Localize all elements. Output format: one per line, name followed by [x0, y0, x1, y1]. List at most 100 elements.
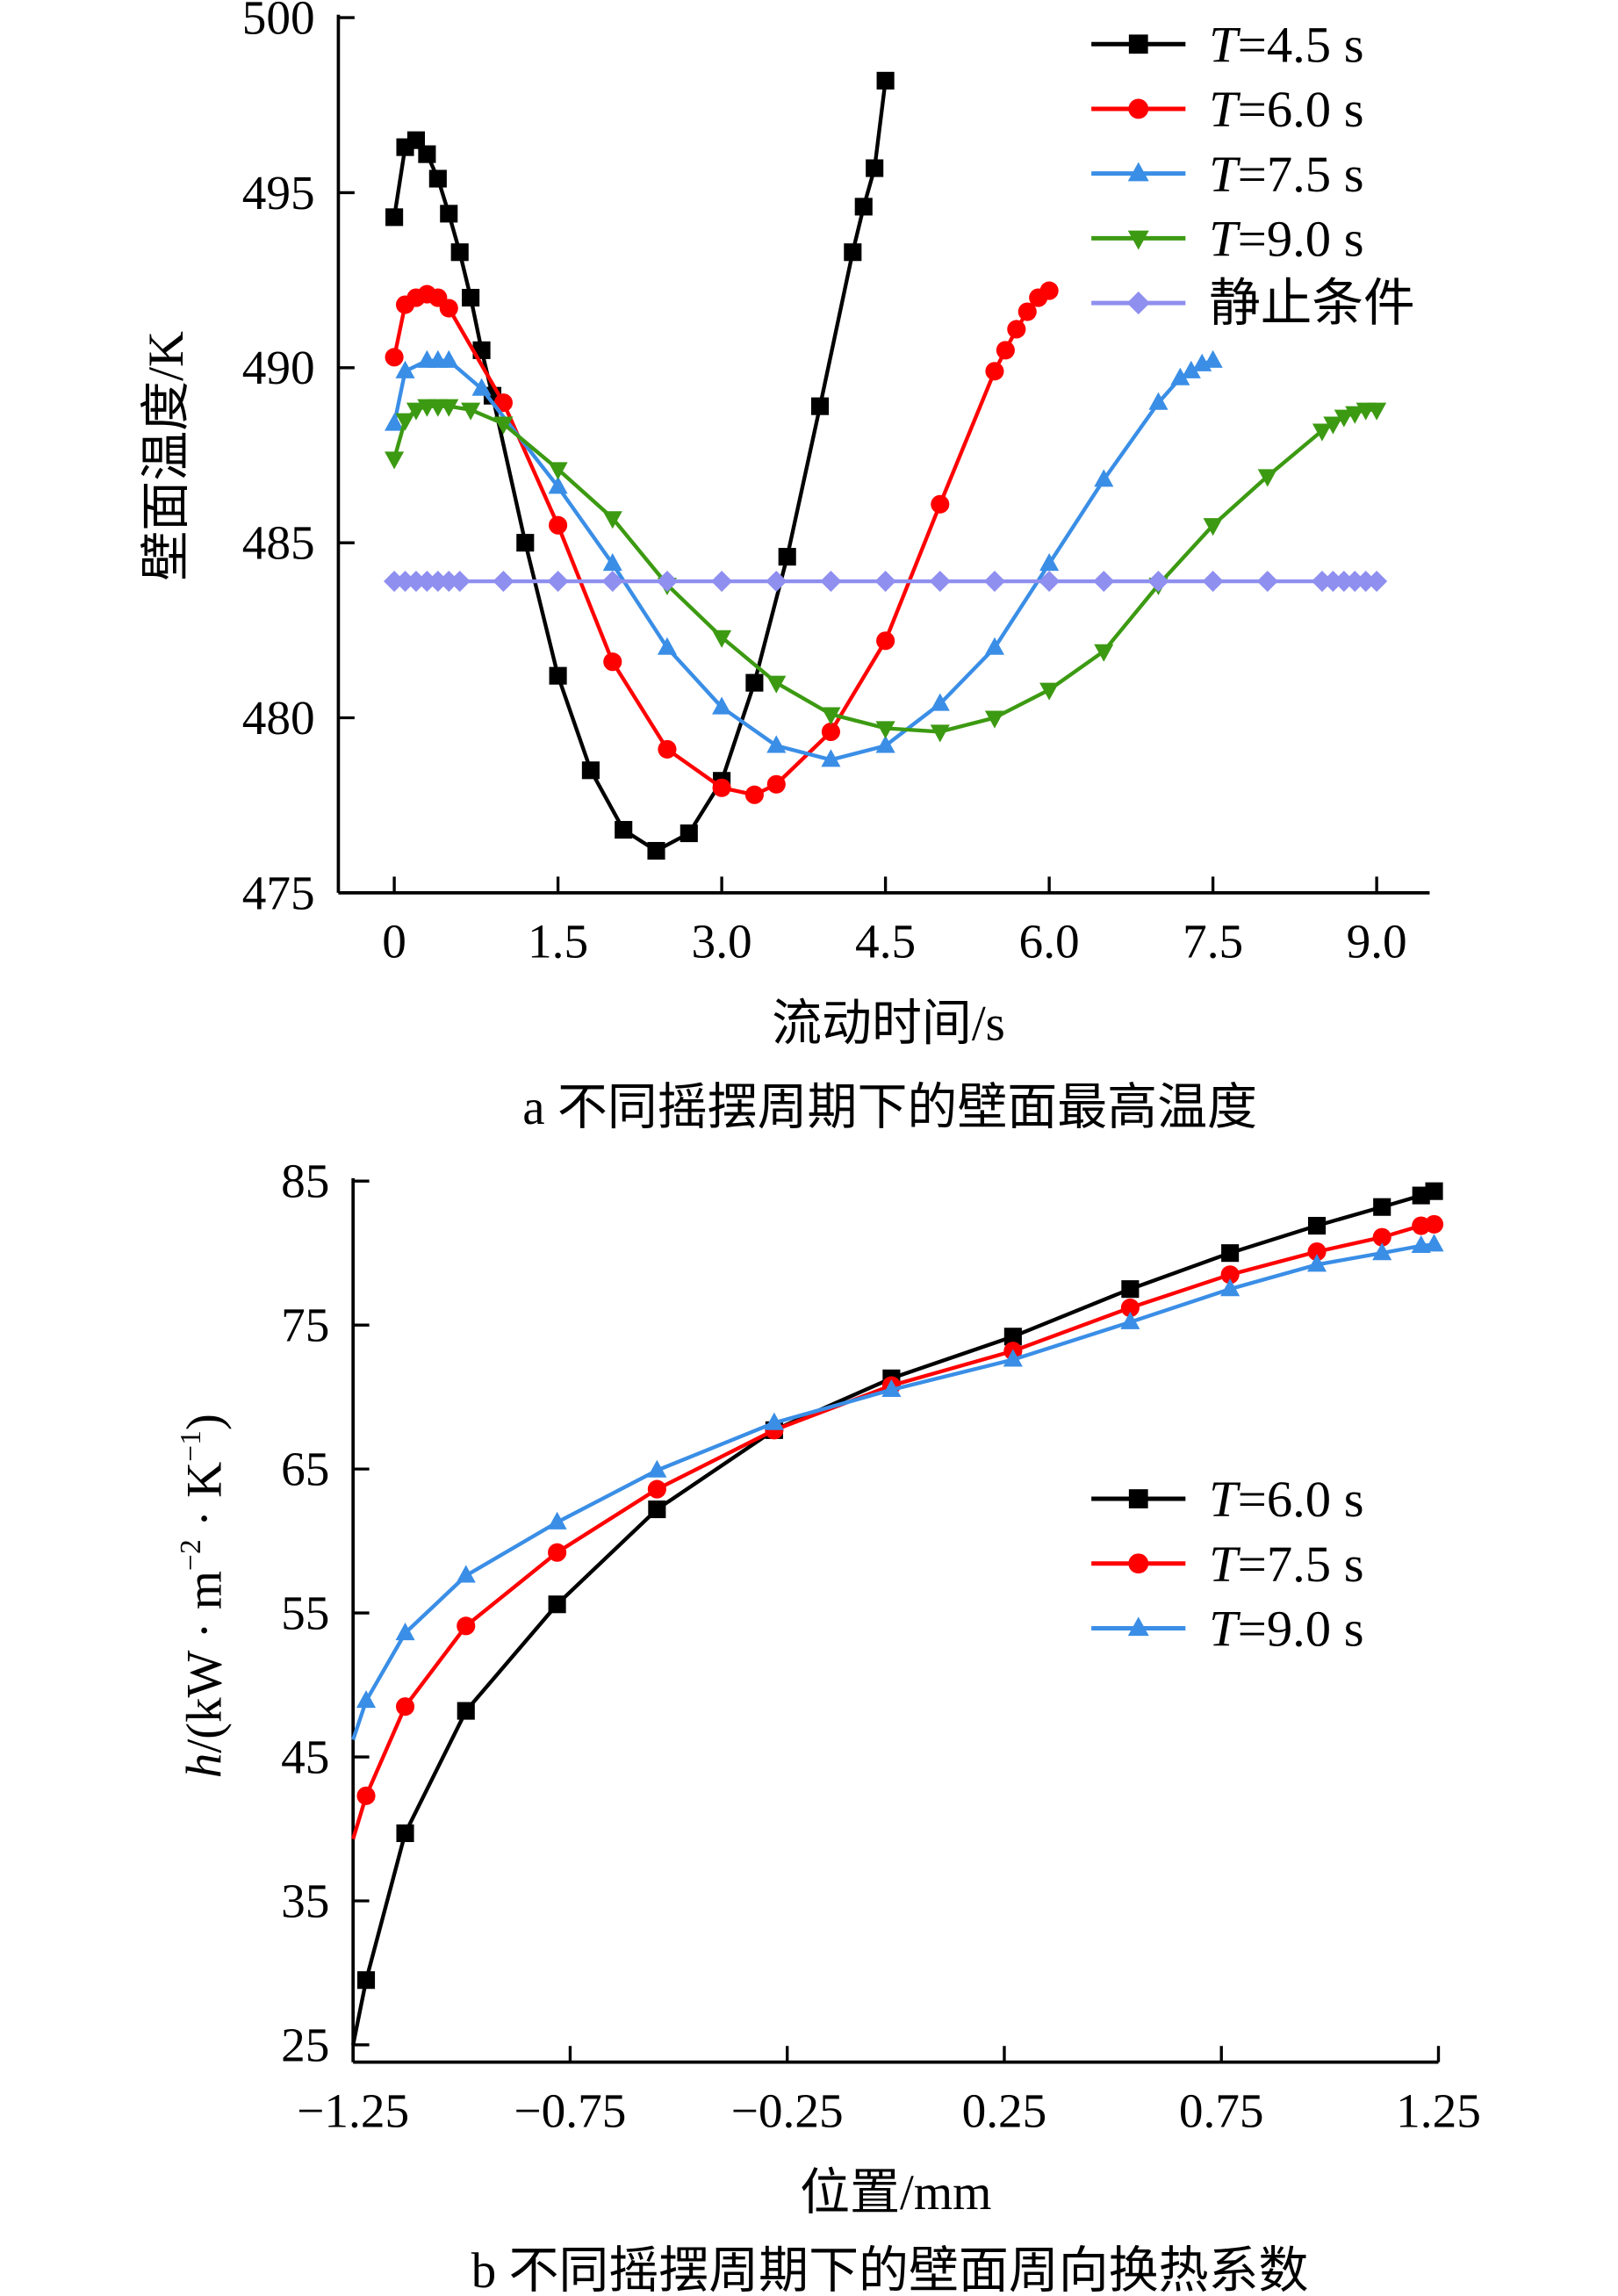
data-point	[1372, 1242, 1392, 1261]
x-tick-label: 0.75	[1179, 2084, 1264, 2137]
legend-label: 静止条件	[1209, 275, 1415, 332]
legend-item: T=7.5 s	[1091, 146, 1364, 203]
data-point	[1311, 570, 1334, 593]
data-point	[983, 570, 1006, 593]
data-point	[1220, 1278, 1240, 1297]
data-point	[1094, 644, 1114, 662]
data-point	[461, 402, 481, 421]
data-point	[395, 1622, 415, 1641]
data-point	[712, 696, 732, 715]
data-point	[647, 1459, 667, 1478]
x-tick-label: 1.5	[528, 915, 588, 968]
legend-marker	[1128, 1489, 1148, 1508]
data-point	[457, 1702, 475, 1720]
data-point	[1221, 1244, 1240, 1263]
data-point	[744, 785, 764, 804]
legend-label: T=9.0 s	[1209, 1601, 1363, 1658]
x-tick-label: 9.0	[1347, 915, 1407, 968]
data-point	[1307, 1242, 1327, 1262]
data-point	[603, 652, 622, 672]
data-point	[1148, 392, 1169, 410]
data-point	[648, 1500, 666, 1519]
data-point	[1093, 570, 1115, 593]
y-tick-label: 480	[242, 691, 315, 745]
legend-item: T=4.5 s	[1091, 16, 1364, 73]
legend-marker	[1128, 34, 1148, 54]
data-point	[876, 71, 895, 90]
data-point	[680, 824, 698, 843]
data-point	[395, 360, 415, 378]
legend-marker	[1126, 291, 1150, 315]
data-point	[439, 349, 459, 368]
data-point	[440, 205, 458, 223]
data-point	[1220, 1265, 1240, 1285]
data-point	[821, 722, 840, 742]
data-point	[1312, 423, 1333, 442]
x-tick-label: −1.25	[297, 2084, 409, 2137]
data-point	[657, 637, 677, 655]
data-point	[456, 1565, 476, 1583]
data-point	[1039, 281, 1059, 300]
y-tick-label: 35	[281, 1874, 329, 1927]
data-point	[1018, 302, 1037, 321]
y-tick-label: 475	[242, 866, 315, 919]
data-point	[1373, 1198, 1391, 1216]
data-point	[647, 1479, 666, 1499]
data-point	[1372, 1227, 1391, 1247]
data-point	[1147, 570, 1169, 593]
y-tick-label: 45	[281, 1730, 329, 1783]
data-point	[1039, 682, 1060, 701]
data-point	[766, 735, 787, 753]
series-T-6.0-s	[385, 281, 1059, 804]
y-tick-label: 25	[281, 2018, 329, 2071]
data-point	[405, 570, 428, 593]
data-point	[439, 299, 458, 318]
y-tick-label: 495	[242, 166, 315, 220]
data-point	[1181, 360, 1201, 378]
data-point	[1366, 570, 1388, 593]
data-point	[1307, 1216, 1327, 1235]
legend-item: T=6.0 s	[1091, 81, 1364, 138]
data-point	[1170, 367, 1190, 385]
data-point	[1334, 409, 1354, 428]
data-point	[384, 570, 406, 593]
data-point	[1039, 553, 1060, 572]
data-point	[656, 570, 678, 593]
data-point	[548, 1595, 566, 1614]
data-point	[493, 393, 513, 413]
data-point	[394, 570, 416, 593]
data-point	[602, 511, 622, 529]
data-point	[1306, 1254, 1327, 1272]
data-point	[395, 413, 415, 431]
legend-label: T=4.5 s	[1209, 16, 1363, 73]
data-point	[615, 821, 633, 839]
data-point	[1094, 469, 1114, 487]
data-point	[406, 402, 427, 421]
x-tick-label: 1.25	[1396, 2084, 1481, 2137]
series-T-9.0-s	[385, 399, 1387, 743]
data-point	[1424, 1234, 1444, 1252]
chart-a-ylabel: 壁面温度/K	[139, 331, 194, 581]
ylabel-part-c: )	[176, 1414, 232, 1430]
data-point	[875, 721, 895, 739]
data-point	[1424, 1214, 1444, 1234]
data-point	[712, 778, 731, 797]
data-point	[418, 145, 436, 163]
legend-item: T=6.0 s	[1091, 1471, 1364, 1528]
data-point	[766, 570, 787, 593]
ylabel-sup-2: −1	[175, 1430, 207, 1462]
y-tick-label: 65	[281, 1443, 329, 1496]
data-point	[396, 1824, 414, 1842]
data-point	[1411, 1234, 1431, 1254]
data-point	[385, 348, 404, 367]
data-point	[1367, 402, 1387, 421]
legend-label: T=6.0 s	[1209, 81, 1363, 138]
data-point	[1202, 570, 1224, 593]
data-point	[984, 710, 1005, 729]
data-point	[866, 159, 884, 177]
data-point	[406, 131, 426, 149]
chart-b-heat-transfer-coefficient: h/(kW · m−2 · K−1) 位置/mm b 不同摇摆周期下的壁面周向换…	[175, 1155, 1481, 2296]
legend-item: T=9.0 s	[1091, 210, 1364, 267]
y-tick-label: 85	[281, 1155, 329, 1208]
